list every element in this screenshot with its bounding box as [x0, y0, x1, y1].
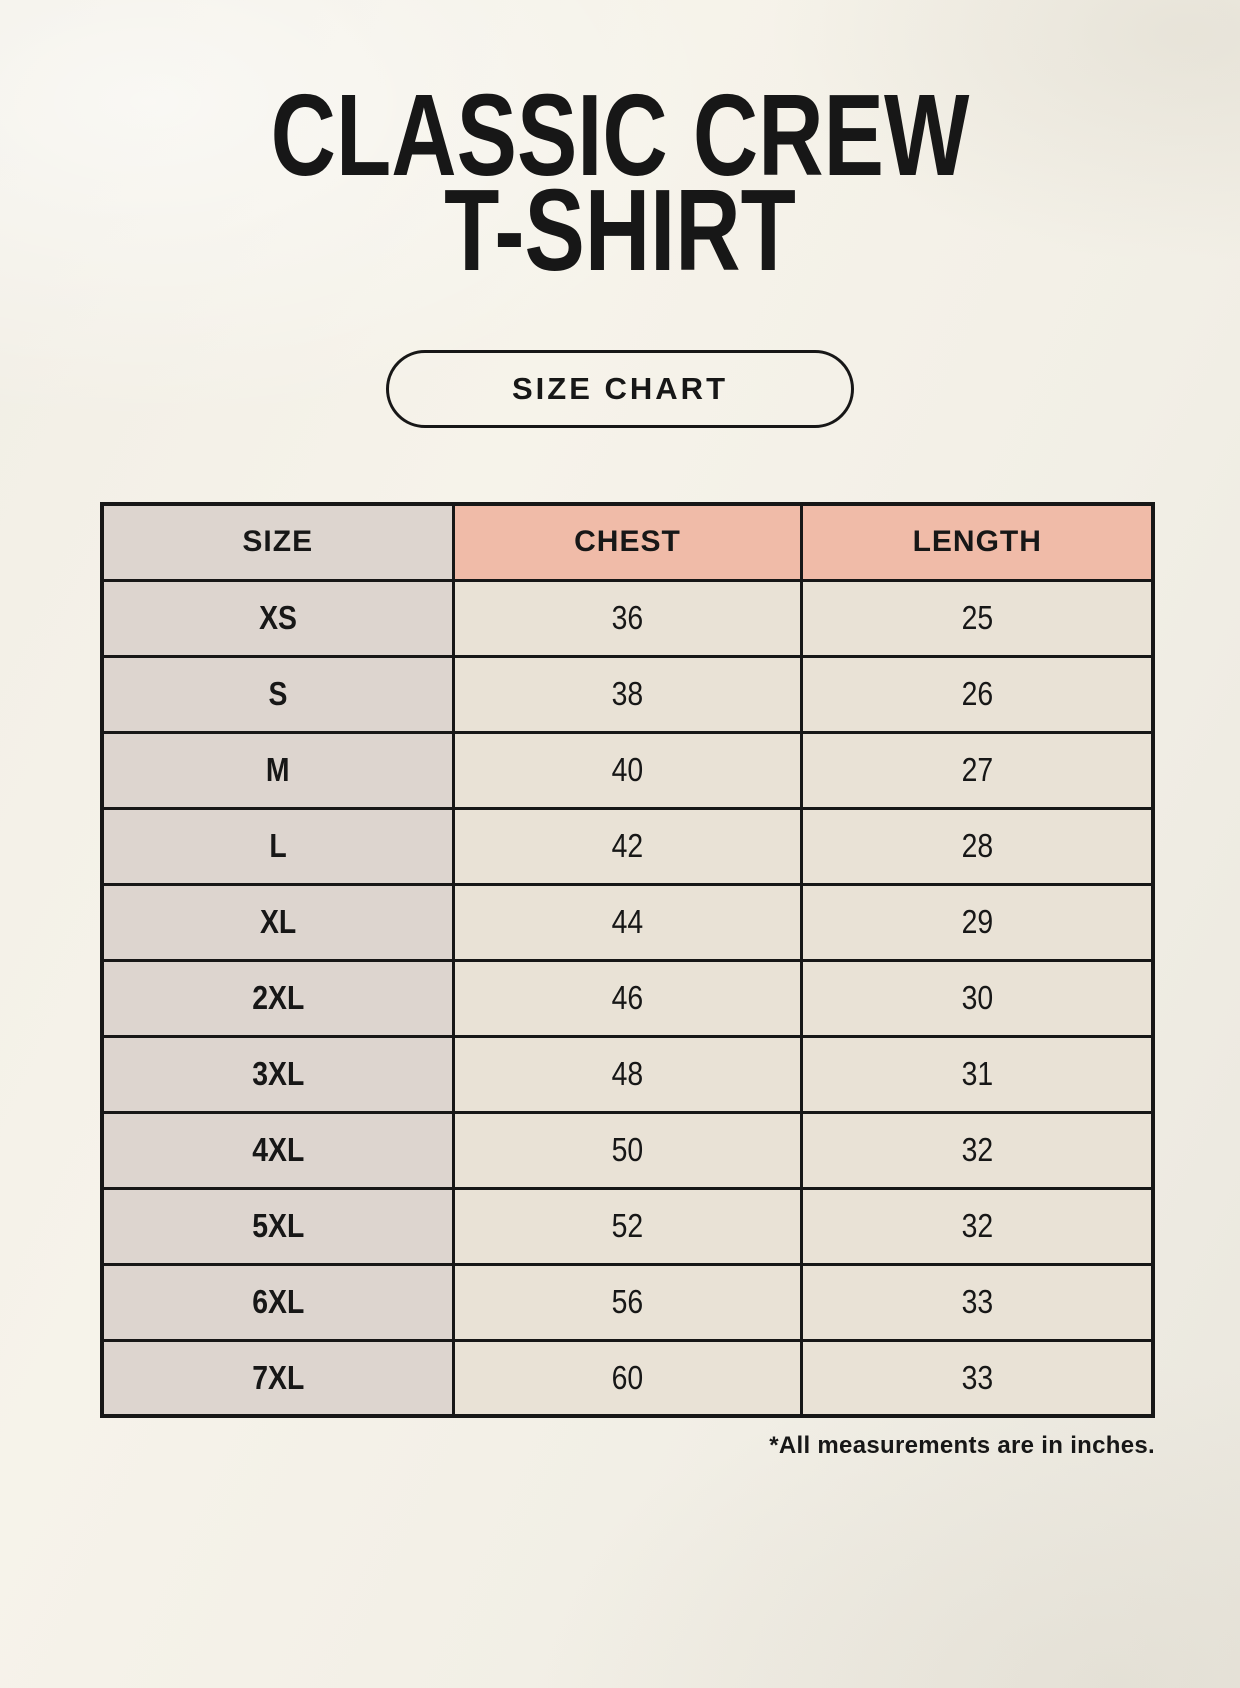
chest-cell: 42: [451, 806, 804, 886]
length-cell: 33: [800, 1338, 1155, 1418]
length-cell-label: 27: [961, 751, 994, 789]
chest-cell: 52: [451, 1186, 804, 1266]
table-row: 7XL 60 33: [100, 1338, 1155, 1418]
chest-cell: 36: [451, 578, 804, 658]
length-cell: 27: [800, 730, 1155, 810]
length-cell-label: 25: [961, 599, 994, 637]
chest-cell: 56: [451, 1262, 804, 1342]
length-cell: 32: [800, 1110, 1155, 1190]
length-cell-label: 32: [961, 1131, 994, 1169]
chest-cell-label: 44: [611, 903, 644, 941]
size-cell-label: 6XL: [251, 1283, 304, 1321]
size-cell-label: XL: [259, 903, 296, 941]
chest-cell-label: 48: [611, 1055, 644, 1093]
length-cell-label: 28: [961, 827, 994, 865]
length-cell-label: 31: [961, 1055, 994, 1093]
page-title-line1: CLASSIC CREW: [270, 70, 970, 200]
chest-cell-label: 50: [611, 1131, 644, 1169]
table-row: S 38 26: [100, 654, 1155, 734]
chest-cell-label: 52: [611, 1207, 644, 1245]
page-title-line2: T-SHIRT: [444, 165, 796, 296]
table-row: 3XL 48 31: [100, 1034, 1155, 1114]
header-row: SIZE CHEST LENGTH: [100, 502, 1155, 582]
size-cell-label: L: [269, 827, 287, 865]
length-cell-label: 33: [961, 1283, 994, 1321]
size-chart-table: SIZE CHEST LENGTH XS 36 25 S 38 26 M 40 27 L 42 28 X…: [100, 502, 1155, 1419]
chest-cell-label: 56: [611, 1283, 644, 1321]
length-cell-label: 26: [961, 675, 994, 713]
chest-cell-label: 46: [611, 979, 644, 1017]
size-cell-label: XS: [258, 599, 297, 637]
size-cell-label: 3XL: [251, 1055, 304, 1093]
size-cell: L: [100, 806, 455, 886]
column-header-chest: CHEST: [451, 502, 804, 582]
column-header-size: SIZE: [100, 502, 455, 582]
size-cell: 5XL: [100, 1186, 455, 1266]
table-row: 6XL 56 33: [100, 1262, 1155, 1342]
size-chart-badge[interactable]: SIZE CHART: [386, 350, 854, 429]
chest-cell-label: 60: [611, 1358, 644, 1396]
table-row: XL 44 29: [100, 882, 1155, 962]
size-cell-label: M: [265, 751, 290, 789]
length-cell-label: 30: [961, 979, 994, 1017]
size-cell-label: 2XL: [251, 979, 304, 1017]
size-cell: 6XL: [100, 1262, 455, 1342]
length-cell-label: 32: [961, 1207, 994, 1245]
length-cell: 32: [800, 1186, 1155, 1266]
chest-cell: 44: [451, 882, 804, 962]
chest-cell: 40: [451, 730, 804, 810]
chest-cell-label: 42: [611, 827, 644, 865]
chest-cell: 60: [451, 1338, 804, 1418]
size-cell: 4XL: [100, 1110, 455, 1190]
size-cell: 3XL: [100, 1034, 455, 1114]
table-row: 4XL 50 32: [100, 1110, 1155, 1190]
table-row: 2XL 46 30: [100, 958, 1155, 1038]
length-cell: 33: [800, 1262, 1155, 1342]
length-cell-label: 33: [961, 1358, 994, 1396]
column-header-length: LENGTH: [800, 502, 1155, 582]
length-cell: 29: [800, 882, 1155, 962]
chest-cell-label: 38: [611, 675, 644, 713]
chest-cell: 48: [451, 1034, 804, 1114]
chest-cell-label: 36: [611, 599, 644, 637]
table-row: M 40 27: [100, 730, 1155, 810]
size-cell: XL: [100, 882, 455, 962]
size-chart-badge-label: SIZE CHART: [512, 371, 728, 407]
size-cell: M: [100, 730, 455, 810]
size-table-body: XS 36 25 S 38 26 M 40 27 L 42 28 XL 44 29 2XL 46 30 3XL 48 3…: [100, 578, 1155, 1418]
size-cell: 7XL: [100, 1338, 455, 1418]
length-cell: 25: [800, 578, 1155, 658]
chest-cell: 50: [451, 1110, 804, 1190]
size-cell: 2XL: [100, 958, 455, 1038]
size-cell: XS: [100, 578, 455, 658]
length-cell-label: 29: [961, 903, 994, 941]
size-cell: S: [100, 654, 455, 734]
length-cell: 26: [800, 654, 1155, 734]
chest-cell-label: 40: [611, 751, 644, 789]
table-row: L 42 28: [100, 806, 1155, 886]
measurements-footnote: *All measurements are in inches.: [769, 1432, 1155, 1460]
length-cell: 28: [800, 806, 1155, 886]
size-cell-label: S: [268, 675, 288, 713]
table-row: XS 36 25: [100, 578, 1155, 658]
chest-cell: 38: [451, 654, 804, 734]
size-cell-label: 4XL: [251, 1131, 304, 1169]
length-cell: 30: [800, 958, 1155, 1038]
length-cell: 31: [800, 1034, 1155, 1114]
chest-cell: 46: [451, 958, 804, 1038]
size-cell-label: 5XL: [251, 1207, 304, 1245]
size-cell-label: 7XL: [251, 1358, 304, 1396]
page-title: CLASSIC CREW T-SHIRT: [136, 70, 1103, 296]
table-row: 5XL 52 32: [100, 1186, 1155, 1266]
